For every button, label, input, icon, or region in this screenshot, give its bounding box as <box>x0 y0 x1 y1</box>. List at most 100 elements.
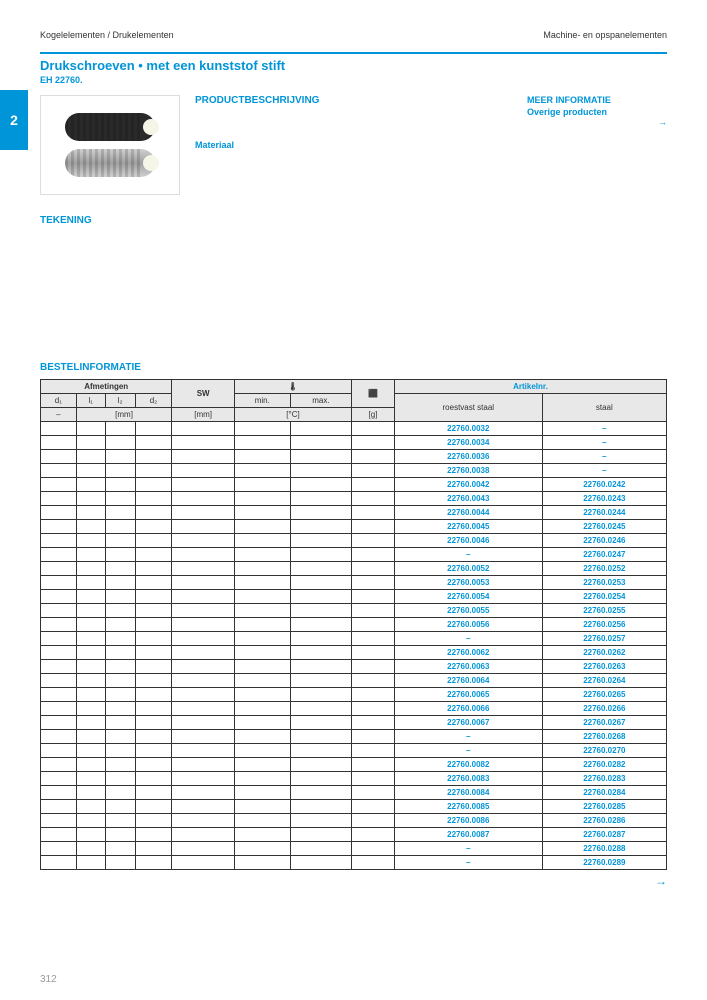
article-link-rvs[interactable]: 22760.0042 <box>394 478 542 492</box>
article-link-rvs[interactable]: 22760.0064 <box>394 674 542 688</box>
chapter-tab: 2 <box>0 90 28 150</box>
material-heading: Materiaal <box>195 140 667 150</box>
article-link-rvs[interactable]: 22760.0052 <box>394 562 542 576</box>
article-link-staal[interactable]: 22760.0289 <box>542 856 666 870</box>
article-link-rvs[interactable]: 22760.0067 <box>394 716 542 730</box>
table-row: 22760.008522760.0285 <box>41 800 667 814</box>
article-link-rvs[interactable]: 22760.0062 <box>394 646 542 660</box>
article-link-rvs[interactable]: 22760.0053 <box>394 576 542 590</box>
table-row: –22760.0247 <box>41 548 667 562</box>
more-info-box: MEER INFORMATIE Overige producten → <box>527 95 667 127</box>
th-l1: l₁ <box>76 394 105 408</box>
table-row: 22760.008422760.0284 <box>41 786 667 800</box>
article-link-staal[interactable]: 22760.0254 <box>542 590 666 604</box>
article-link-staal[interactable]: 22760.0253 <box>542 576 666 590</box>
article-link-rvs[interactable]: 22760.0043 <box>394 492 542 506</box>
article-link-rvs[interactable]: 22760.0038 <box>394 464 542 478</box>
table-row: 22760.0038– <box>41 464 667 478</box>
article-link-staal[interactable]: 22760.0284 <box>542 786 666 800</box>
article-link-rvs[interactable]: 22760.0086 <box>394 814 542 828</box>
th-d2: d₂ <box>135 394 172 408</box>
more-info-title: MEER INFORMATIE <box>527 95 667 105</box>
article-link-staal: – <box>542 422 666 436</box>
article-link-staal[interactable]: 22760.0268 <box>542 730 666 744</box>
article-link-staal[interactable]: 22760.0286 <box>542 814 666 828</box>
th-temp-icon: 🌡 <box>234 380 351 394</box>
table-row: 22760.004222760.0242 <box>41 478 667 492</box>
th-staal: staal <box>542 394 666 422</box>
article-link-staal[interactable]: 22760.0263 <box>542 660 666 674</box>
order-info-heading: BESTELINFORMATIE <box>40 362 667 373</box>
article-link-staal[interactable]: 22760.0256 <box>542 618 666 632</box>
table-row: 22760.006622760.0266 <box>41 702 667 716</box>
article-link-staal[interactable]: 22760.0264 <box>542 674 666 688</box>
th-min: min. <box>234 394 290 408</box>
article-link-staal[interactable]: 22760.0255 <box>542 604 666 618</box>
drawing-placeholder <box>40 232 667 342</box>
article-link-staal[interactable]: 22760.0283 <box>542 772 666 786</box>
product-image <box>40 95 180 195</box>
article-link-staal[interactable]: 22760.0288 <box>542 842 666 856</box>
article-link-rvs[interactable]: 22760.0085 <box>394 800 542 814</box>
table-row: 22760.004522760.0245 <box>41 520 667 534</box>
article-link-staal[interactable]: 22760.0285 <box>542 800 666 814</box>
article-link-staal[interactable]: 22760.0242 <box>542 478 666 492</box>
article-link-staal[interactable]: 22760.0267 <box>542 716 666 730</box>
th-afmetingen: Afmetingen <box>41 380 172 394</box>
article-link-staal[interactable]: 22760.0246 <box>542 534 666 548</box>
page-title: Drukschroeven • met een kunststof stift <box>40 58 667 73</box>
table-row: –22760.0257 <box>41 632 667 646</box>
article-link-staal[interactable]: 22760.0247 <box>542 548 666 562</box>
article-link-staal[interactable]: 22760.0257 <box>542 632 666 646</box>
article-link-staal: – <box>542 450 666 464</box>
table-row: –22760.0288 <box>41 842 667 856</box>
article-link-rvs[interactable]: 22760.0082 <box>394 758 542 772</box>
article-link-staal[interactable]: 22760.0243 <box>542 492 666 506</box>
article-link-rvs: – <box>394 632 542 646</box>
more-info-arrow-icon[interactable]: → <box>658 117 667 127</box>
th-d1: d₁ <box>41 394 77 408</box>
article-link-rvs[interactable]: 22760.0084 <box>394 786 542 800</box>
article-link-rvs: – <box>394 856 542 870</box>
article-link-rvs[interactable]: 22760.0054 <box>394 590 542 604</box>
article-link-rvs[interactable]: 22760.0056 <box>394 618 542 632</box>
article-link-rvs[interactable]: 22760.0055 <box>394 604 542 618</box>
table-row: 22760.004422760.0244 <box>41 506 667 520</box>
article-link-staal[interactable]: 22760.0287 <box>542 828 666 842</box>
article-link-rvs[interactable]: 22760.0036 <box>394 450 542 464</box>
article-link-rvs[interactable]: 22760.0066 <box>394 702 542 716</box>
article-link-staal[interactable]: 22760.0262 <box>542 646 666 660</box>
article-link-staal[interactable]: 22760.0244 <box>542 506 666 520</box>
article-link-staal[interactable]: 22760.0282 <box>542 758 666 772</box>
article-link-rvs[interactable]: 22760.0087 <box>394 828 542 842</box>
table-row: 22760.0032– <box>41 422 667 436</box>
table-row: 22760.008222760.0282 <box>41 758 667 772</box>
article-link-staal: – <box>542 436 666 450</box>
th-mm: [mm] <box>76 408 172 422</box>
article-link-rvs[interactable]: 22760.0044 <box>394 506 542 520</box>
article-link-staal[interactable]: 22760.0266 <box>542 702 666 716</box>
article-link-rvs: – <box>394 730 542 744</box>
article-link-rvs[interactable]: 22760.0032 <box>394 422 542 436</box>
table-row: 22760.006322760.0263 <box>41 660 667 674</box>
table-row: 22760.008322760.0283 <box>41 772 667 786</box>
table-row: 22760.006722760.0267 <box>41 716 667 730</box>
next-page-arrow-icon[interactable]: → <box>40 874 667 888</box>
table-row: 22760.006522760.0265 <box>41 688 667 702</box>
article-link-rvs[interactable]: 22760.0046 <box>394 534 542 548</box>
th-weight-icon: ⬛ <box>352 380 395 408</box>
article-link-rvs[interactable]: 22760.0083 <box>394 772 542 786</box>
article-link-rvs[interactable]: 22760.0034 <box>394 436 542 450</box>
article-link-rvs: – <box>394 744 542 758</box>
article-link-staal[interactable]: 22760.0270 <box>542 744 666 758</box>
article-link-staal[interactable]: 22760.0252 <box>542 562 666 576</box>
more-info-sub[interactable]: Overige producten <box>527 107 667 117</box>
table-row: 22760.008622760.0286 <box>41 814 667 828</box>
th-rvs: roestvast staal <box>394 394 542 422</box>
article-link-staal[interactable]: 22760.0245 <box>542 520 666 534</box>
article-link-rvs[interactable]: 22760.0063 <box>394 660 542 674</box>
table-row: 22760.008722760.0287 <box>41 828 667 842</box>
article-link-rvs[interactable]: 22760.0045 <box>394 520 542 534</box>
article-link-staal[interactable]: 22760.0265 <box>542 688 666 702</box>
article-link-rvs[interactable]: 22760.0065 <box>394 688 542 702</box>
